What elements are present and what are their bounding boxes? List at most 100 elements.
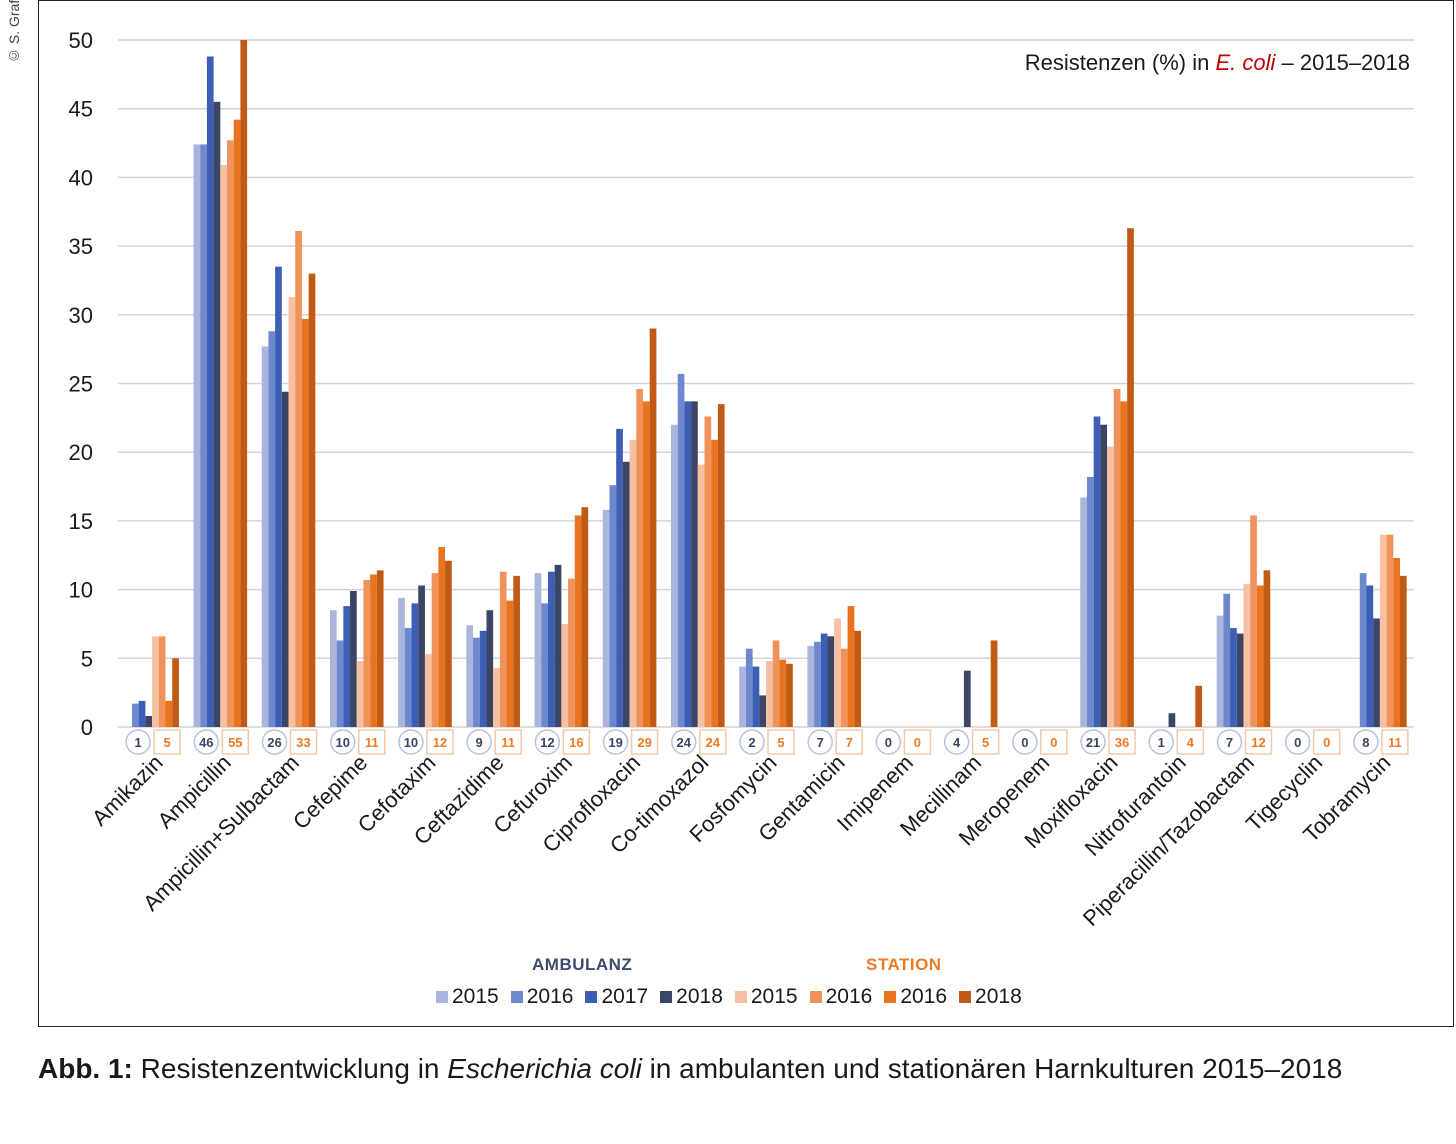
- bar: [363, 579, 371, 727]
- legend-group-ambulanz: AMBULANZ: [532, 955, 633, 974]
- legend-item: 2016: [809, 985, 872, 1009]
- bar: [854, 630, 862, 727]
- chart-legend: 2015 2016 2017 2018 2015 2016 2016 2018: [436, 984, 1034, 1010]
- bar: [1093, 416, 1101, 727]
- bar: [411, 603, 419, 727]
- count-badge-ambulanz: [329, 729, 356, 755]
- y-tick-label: 45: [69, 97, 93, 122]
- legend-item: 2016: [884, 985, 947, 1009]
- bar: [691, 401, 698, 727]
- legend-item: 2015: [436, 985, 499, 1009]
- bar: [622, 461, 630, 727]
- count-badge-ambulanz: [1353, 729, 1379, 755]
- count-label-station: 7: [846, 735, 853, 750]
- bar: [479, 630, 487, 727]
- bar: [814, 641, 821, 727]
- bar: [418, 585, 425, 727]
- legend-label: 2017: [601, 985, 649, 1008]
- count-label-station: 5: [163, 735, 170, 750]
- caption-text-after: in ambulanten und stationären Harnkultur…: [649, 1053, 1343, 1084]
- count-badge-ambulanz: [193, 729, 220, 755]
- count-label-ambulanz: 0: [1021, 735, 1028, 750]
- bar: [568, 578, 575, 727]
- count-badge-ambulanz: [466, 729, 492, 755]
- count-label-station: 11: [501, 735, 515, 750]
- legend-item: 2018: [660, 985, 723, 1009]
- bar: [1230, 628, 1237, 727]
- bar: [376, 570, 384, 727]
- bar: [704, 416, 712, 727]
- count-badge-ambulanz: [534, 729, 561, 755]
- count-badge-station: [357, 729, 386, 755]
- count-label-station: 0: [914, 735, 921, 750]
- chart-frame: [38, 0, 1454, 1027]
- bar: [158, 636, 166, 727]
- count-badge-ambulanz: [261, 729, 288, 755]
- bar: [779, 659, 787, 727]
- bar: [847, 606, 855, 727]
- bar: [370, 574, 377, 727]
- legend-item: 2016: [510, 985, 574, 1009]
- bar: [513, 575, 520, 727]
- bar: [1080, 497, 1087, 727]
- count-badge-station: [1108, 729, 1136, 755]
- bar: [288, 296, 296, 727]
- count-badge-station: [426, 729, 454, 755]
- count-badge-station: [562, 729, 591, 755]
- bar: [329, 610, 337, 727]
- count-label-ambulanz: 12: [540, 735, 554, 750]
- legend-swatch: [884, 991, 897, 1003]
- bar: [1243, 584, 1251, 727]
- count-badge-ambulanz: [1080, 729, 1106, 755]
- figure-caption: Abb. 1: Resistenzentwicklung in Escheric…: [38, 1046, 1438, 1092]
- legend-swatch: [734, 991, 747, 1003]
- y-tick-label: 50: [69, 28, 93, 53]
- legend-label: 2016: [526, 985, 574, 1008]
- bar: [220, 165, 228, 727]
- bar: [534, 573, 542, 727]
- bar: [152, 636, 159, 727]
- y-axis-ticks: 0 5 10 15 20 25 30 35 40 45 50: [69, 28, 93, 740]
- count-badge-station: [1040, 729, 1068, 755]
- count-label-station: 12: [433, 735, 447, 750]
- bar: [1256, 585, 1264, 727]
- bar: [193, 144, 201, 727]
- legend-item: 2015: [734, 985, 798, 1009]
- count-badge-station: [835, 729, 863, 755]
- bar: [990, 640, 998, 727]
- count-label-station: 0: [1050, 735, 1057, 750]
- bar: [827, 636, 835, 727]
- count-label-ambulanz: 0: [885, 735, 892, 750]
- count-badge-ambulanz: [671, 729, 697, 755]
- bar: [840, 648, 848, 727]
- legend-swatch: [959, 991, 972, 1003]
- bar: [233, 119, 241, 727]
- y-tick-label: 10: [69, 578, 93, 603]
- legend-swatch: [585, 991, 598, 1003]
- count-label-station: 33: [296, 735, 310, 750]
- bar: [1216, 615, 1224, 727]
- bar: [213, 101, 221, 727]
- count-badge-ambulanz: [398, 729, 424, 755]
- bar: [1399, 575, 1407, 727]
- bar: [786, 663, 793, 727]
- y-tick-label: 25: [69, 372, 93, 397]
- bar: [745, 648, 753, 727]
- bar: [766, 661, 773, 727]
- count-label-station: 16: [569, 735, 583, 750]
- count-label-station: 36: [1115, 735, 1129, 750]
- count-badge-ambulanz: [1012, 729, 1038, 755]
- count-badge-ambulanz: [602, 729, 629, 755]
- bar: [1223, 593, 1231, 727]
- legend-item: 2018: [959, 985, 1022, 1009]
- bar: [677, 373, 685, 727]
- bar: [165, 700, 173, 727]
- legend-swatch: [436, 991, 448, 1003]
- bar: [581, 507, 589, 727]
- count-badge-station: [221, 729, 250, 755]
- y-tick-label: 5: [81, 646, 93, 671]
- bar: [629, 439, 637, 727]
- count-label-station: 29: [637, 735, 651, 750]
- y-tick-label: 35: [69, 234, 93, 259]
- bar: [739, 666, 746, 727]
